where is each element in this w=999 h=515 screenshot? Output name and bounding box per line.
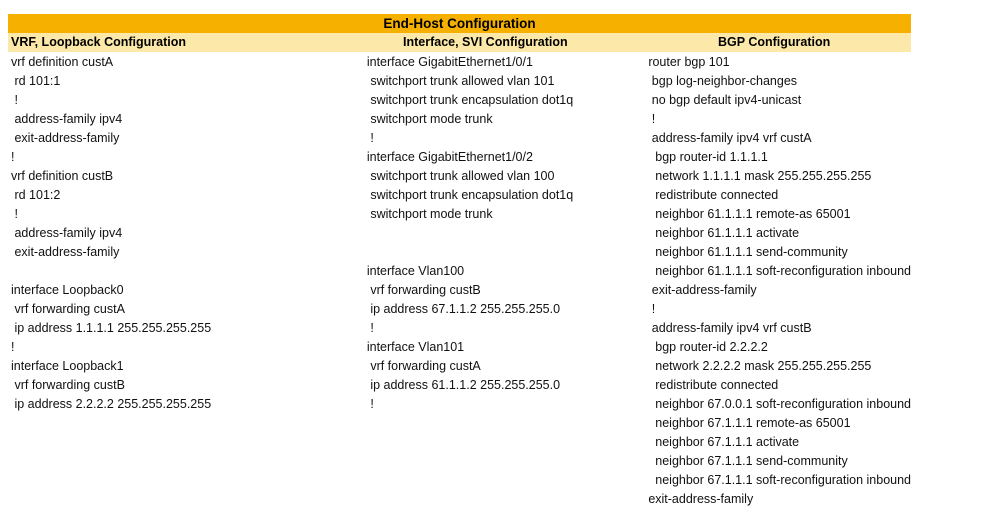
- config-line: neighbor 61.1.1.1 activate: [648, 226, 800, 240]
- config-line: switchport trunk allowed vlan 100: [366, 169, 555, 183]
- config-line: !: [648, 112, 656, 126]
- column-header-interface-svi: Interface, SVI Configuration: [403, 35, 568, 49]
- config-line: exit-address-family: [11, 131, 120, 145]
- config-line: vrf forwarding custA: [11, 302, 125, 316]
- config-line: switchport mode trunk: [366, 112, 493, 126]
- config-line: [367, 224, 645, 243]
- config-line: rd 101:2: [11, 188, 61, 202]
- config-line: neighbor 61.1.1.1 send-community: [648, 245, 848, 259]
- config-line: neighbor 67.1.1.1 remote-as 65001: [648, 416, 851, 430]
- config-line: !: [11, 150, 15, 164]
- config-line: address-family ipv4: [11, 112, 123, 126]
- config-line: !: [366, 397, 374, 411]
- config-line: interface GigabitEthernet1/0/2: [366, 150, 533, 164]
- config-line: vrf definition custB: [11, 169, 114, 183]
- config-line: !: [366, 321, 374, 335]
- config-line: [367, 243, 645, 262]
- config-line: address-family ipv4 vrf custB: [648, 321, 812, 335]
- config-line: interface Loopback0: [11, 283, 124, 297]
- column-header-bgp: BGP Configuration: [718, 35, 831, 49]
- config-line: switchport trunk allowed vlan 101: [366, 74, 555, 88]
- config-line: address-family ipv4: [11, 226, 123, 240]
- table-title: End-Host Configuration: [8, 14, 911, 33]
- column-header-row: VRF, Loopback Configuration Interface, S…: [8, 33, 911, 52]
- config-line: vrf forwarding custA: [366, 359, 481, 373]
- config-line: !: [366, 131, 374, 145]
- config-line: redistribute connected: [648, 378, 779, 392]
- config-line: neighbor 61.1.1.1 soft-reconfiguration i…: [648, 264, 911, 278]
- config-line: bgp router-id 2.2.2.2: [648, 340, 768, 354]
- config-line: redistribute connected: [648, 188, 779, 202]
- config-line: network 1.1.1.1 mask 255.255.255.255: [648, 169, 872, 183]
- config-line: address-family ipv4 vrf custA: [648, 131, 812, 145]
- config-line: no bgp default ipv4-unicast: [648, 93, 802, 107]
- config-line: !: [648, 302, 656, 316]
- config-line: neighbor 67.1.1.1 soft-reconfiguration i…: [648, 473, 911, 487]
- config-line: ip address 67.1.1.2 255.255.255.0: [366, 302, 561, 316]
- config-line: ip address 61.1.1.2 255.255.255.0: [366, 378, 561, 392]
- config-line: switchport trunk encapsulation dot1q: [366, 188, 574, 202]
- config-line: !: [11, 207, 18, 221]
- config-line: network 2.2.2.2 mask 255.255.255.255: [648, 359, 872, 373]
- config-line: interface Loopback1: [11, 359, 124, 373]
- config-line: interface GigabitEthernet1/0/1: [366, 55, 533, 69]
- config-line: exit-address-family: [648, 492, 754, 506]
- config-line: bgp router-id 1.1.1.1: [648, 150, 768, 164]
- config-line: vrf forwarding custB: [11, 378, 125, 392]
- bgp-config-column: router bgp 101 bgp log-neighbor-changes …: [645, 53, 911, 509]
- configuration-table: End-Host Configuration VRF, Loopback Con…: [8, 14, 911, 509]
- config-line: exit-address-family: [11, 245, 120, 259]
- vrf-loopback-config-column: vrf definition custA rd 101:1 ! address-…: [8, 53, 364, 414]
- config-line: vrf forwarding custB: [366, 283, 481, 297]
- config-line: neighbor 67.0.0.1 soft-reconfiguration i…: [648, 397, 911, 411]
- config-line: vrf definition custA: [11, 55, 114, 69]
- config-line: bgp log-neighbor-changes: [648, 74, 798, 88]
- config-line: neighbor 67.1.1.1 activate: [648, 435, 800, 449]
- column-header-vrf-loopback: VRF, Loopback Configuration: [11, 35, 186, 49]
- config-line: neighbor 67.1.1.1 send-community: [648, 454, 848, 468]
- config-line: neighbor 61.1.1.1 remote-as 65001: [648, 207, 851, 221]
- config-line: !: [11, 340, 15, 354]
- config-line: rd 101:1: [11, 74, 61, 88]
- config-line: switchport mode trunk: [366, 207, 493, 221]
- config-line: ip address 1.1.1.1 255.255.255.255: [11, 321, 212, 335]
- config-line: switchport trunk encapsulation dot1q: [366, 93, 574, 107]
- config-line: router bgp 101: [648, 55, 730, 69]
- config-line: !: [11, 93, 18, 107]
- config-line: exit-address-family: [648, 283, 757, 297]
- config-line: [11, 262, 364, 281]
- config-line: ip address 2.2.2.2 255.255.255.255: [11, 397, 212, 411]
- config-line: interface Vlan100: [366, 264, 465, 278]
- configuration-body: vrf definition custA rd 101:1 ! address-…: [8, 53, 911, 509]
- config-line: interface Vlan101: [366, 340, 465, 354]
- interface-svi-config-column: interface GigabitEthernet1/0/1 switchpor…: [364, 53, 645, 414]
